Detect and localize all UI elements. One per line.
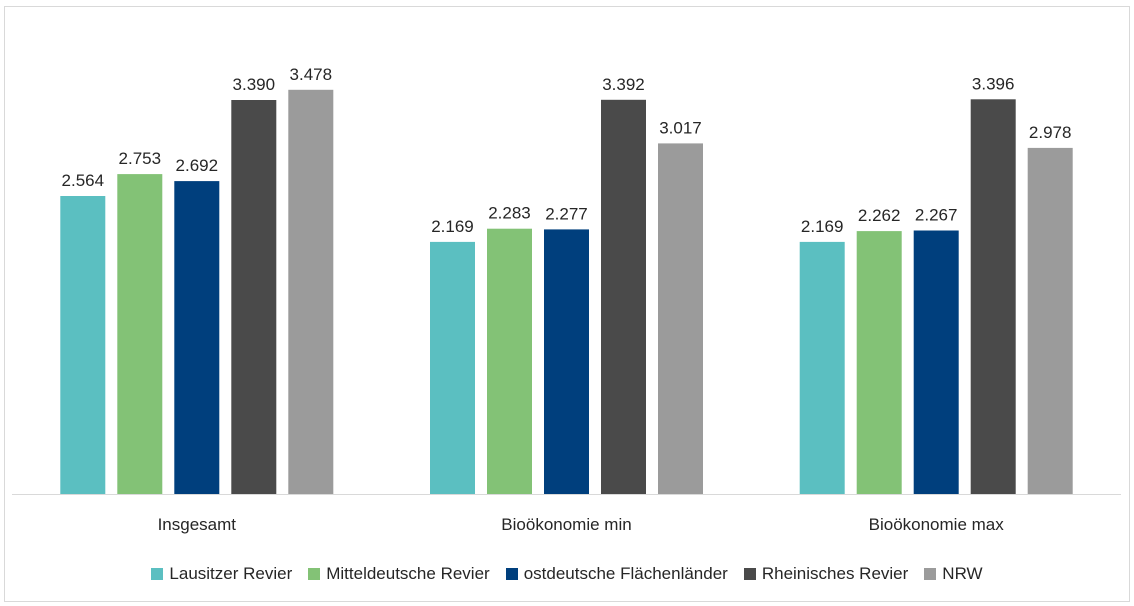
bar [174, 181, 220, 494]
bar [601, 99, 646, 495]
bar [658, 143, 703, 494]
bar [856, 231, 902, 494]
bar [544, 229, 589, 494]
bar [913, 230, 959, 494]
legend-item: Lausitzer Revier [151, 564, 292, 584]
data-label: 3.392 [602, 75, 645, 94]
legend-swatch [743, 568, 756, 580]
bar [288, 89, 334, 495]
legend-label: Mitteldeutsche Revier [326, 564, 490, 583]
data-label: 2.564 [62, 171, 105, 190]
bar [1027, 147, 1073, 494]
data-label: 3.396 [972, 74, 1015, 93]
bar-chart: 2.564 2.753 2.692 3.390 3.478 Insgesamt 2.169 2… [12, 65, 1121, 534]
data-label: 3.017 [659, 118, 702, 137]
chart-frame [4, 6, 1130, 602]
data-label: 2.169 [801, 217, 844, 236]
data-label: 3.390 [233, 75, 276, 94]
legend-swatch [308, 568, 321, 580]
legend-item: Rheinisches Revier [743, 564, 909, 584]
legend-item: Mitteldeutsche Revier [308, 564, 490, 584]
bar [60, 196, 106, 494]
legend-label: Rheinisches Revier [761, 564, 909, 583]
data-label: 2.978 [1029, 123, 1072, 142]
data-label: 2.277 [545, 204, 588, 223]
bar [970, 99, 1016, 495]
bar [487, 228, 532, 494]
category-label: Insgesamt [158, 515, 237, 534]
data-label: 2.169 [431, 217, 474, 236]
legend-swatch [151, 568, 164, 580]
legend-swatch [924, 568, 937, 580]
chart-legend: Lausitzer Revier Mitteldeutsche Revier ost… [0, 560, 1134, 588]
bar [231, 100, 277, 494]
legend-label: NRW [942, 564, 983, 583]
category-label: Bioökonomie max [869, 515, 1005, 534]
data-label: 3.478 [290, 65, 333, 84]
legend-swatch [505, 568, 518, 580]
data-label: 2.283 [488, 204, 531, 223]
bar [117, 174, 163, 494]
bar [430, 241, 475, 494]
data-label: 2.267 [915, 206, 958, 225]
legend-label: Lausitzer Revier [169, 564, 293, 583]
legend-item: NRW [924, 564, 983, 584]
bar [799, 241, 845, 494]
data-label: 2.753 [119, 149, 162, 168]
category-label: Bioökonomie min [501, 515, 631, 534]
legend-item: ostdeutsche Flächenländer [505, 564, 728, 584]
data-label: 2.692 [176, 156, 219, 175]
data-label: 2.262 [858, 206, 901, 225]
legend-label: ostdeutsche Flächenländer [523, 564, 728, 583]
